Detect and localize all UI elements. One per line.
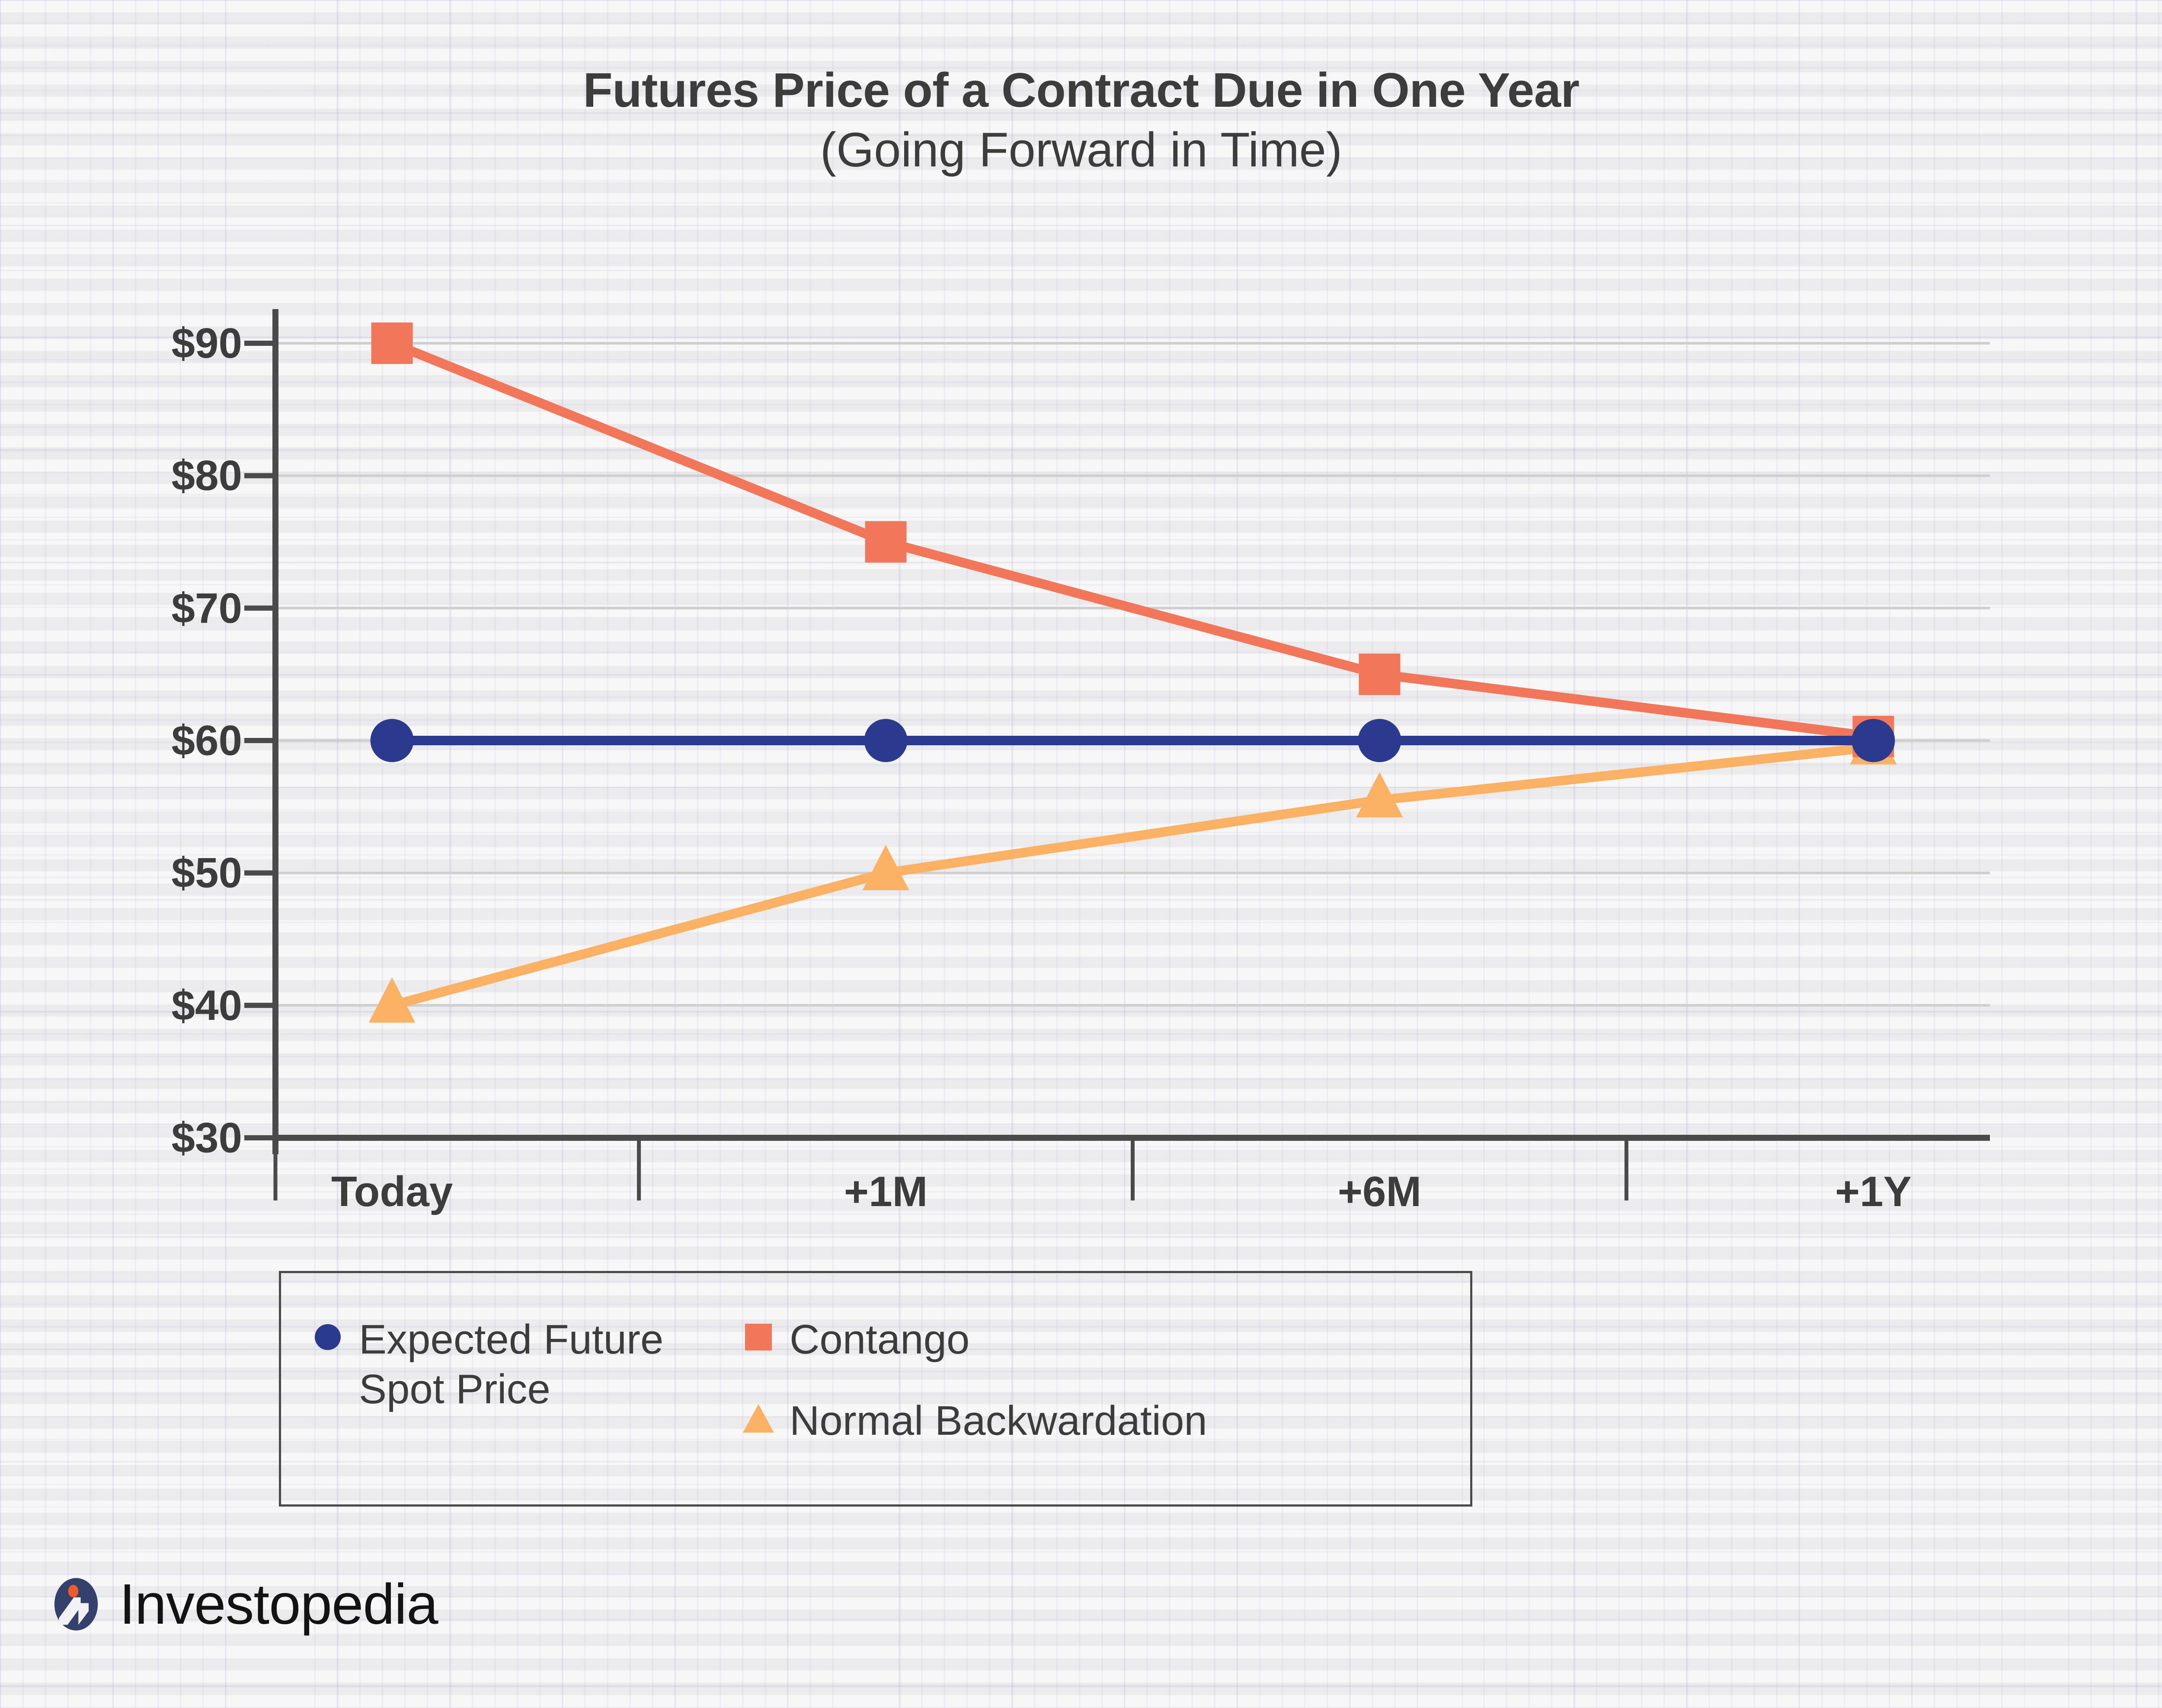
triangle-data-point [862,845,909,891]
chart-title-line-2: (Going Forward in Time) [820,122,1343,177]
circle-data-point [1358,719,1401,762]
x-axis-tick-label: +1M [844,1168,928,1215]
y-axis-tick-labels: $90 $80 $70 $60 $50 $40 $30 [0,309,242,1162]
legend-label-contango: Contango [790,1316,970,1363]
y-axis-tick-label: $40 [171,981,242,1029]
plot-svg [244,309,1990,1200]
series-line [390,742,1874,1010]
legend-item-expected-future-spot-price[interactable]: Expected Future Spot Price [308,1315,663,1414]
y-axis-tick-label: $70 [171,584,242,632]
triangle-data-point [1356,772,1403,817]
legend-item-normal-backwardation[interactable]: Normal Backwardation [739,1396,1207,1446]
circle-marker-icon [308,1317,348,1357]
series-contango [390,338,1874,741]
y-axis-tick-label: $90 [171,319,242,367]
investopedia-brand: Investopedia [48,1576,438,1633]
series-markers-contango [371,322,1894,757]
chart-legend: Expected Future Spot Price Contango Norm… [279,1271,1472,1507]
series-markers-expected-future-spot-price [370,719,1895,762]
triangle-data-point [368,977,416,1023]
square-data-point [371,322,413,364]
y-axis-tick-label: $80 [171,451,242,499]
data-series [368,322,1897,1023]
series-normal-backwardation [390,742,1874,1010]
triangle-marker-icon [739,1398,778,1438]
y-axis-tick-label: $30 [171,1114,242,1162]
legend-label-expected-future-spot-price: Expected Future Spot Price [359,1316,664,1413]
square-data-point [865,521,907,563]
brand-name: Investopedia [119,1572,438,1636]
y-axis-tick-label: $60 [171,716,242,764]
square-marker-icon [739,1317,778,1357]
x-axis-tick-label: +1Y [1835,1168,1912,1215]
x-axis-tick-labels: Today +1M +6M +1Y [275,1167,1990,1232]
plot-area [244,309,1990,1200]
investopedia-logo-icon [48,1576,105,1633]
chart-title: Futures Price of a Contract Due in One Y… [0,61,2162,180]
x-axis-tick-label: +6M [1337,1168,1422,1215]
circle-data-point [370,719,414,762]
circle-data-point [864,719,908,762]
y-axis-tick-label: $50 [171,849,242,897]
x-axis-tick-label: Today [331,1168,453,1215]
chart-title-line-1: Futures Price of a Contract Due in One Y… [583,63,1580,117]
circle-data-point [1852,719,1895,762]
gridlines [275,342,1990,1007]
axis-spines [244,309,1990,1200]
legend-label-normal-backwardation: Normal Backwardation [790,1398,1207,1444]
legend-item-contango[interactable]: Contango [739,1315,969,1364]
square-data-point [1359,653,1401,695]
series-line [390,338,1874,741]
